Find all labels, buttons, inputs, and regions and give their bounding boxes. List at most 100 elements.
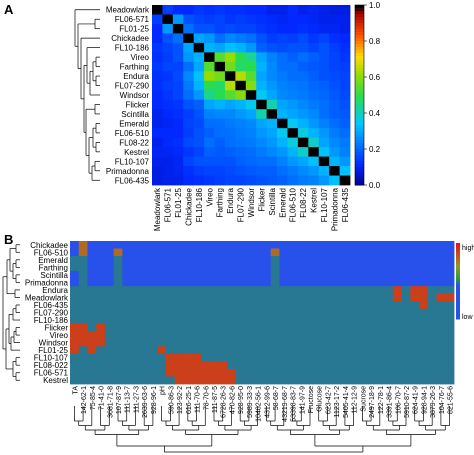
heatmap-b-cell	[235, 361, 245, 370]
heatmap-b-cell	[279, 263, 289, 272]
heatmap-b-cell	[392, 301, 403, 310]
heatmap-b-cell	[358, 368, 368, 377]
heatmap-b-cell	[192, 248, 202, 257]
heatmap-b-cell	[305, 286, 315, 295]
heatmap-b-cell	[200, 278, 211, 287]
heatmap-b-cell	[244, 278, 254, 287]
heatmap-b-cell	[410, 293, 420, 302]
heatmap-b-cell	[139, 361, 149, 370]
heatmap-b-cell	[279, 316, 289, 325]
heatmap-b-cell	[392, 368, 403, 377]
heatmap-b-cell	[331, 353, 341, 362]
heatmap-b-cell	[192, 241, 202, 249]
heatmap-b-cell	[392, 286, 403, 295]
heatmap-b-cell	[375, 241, 385, 249]
heatmap-b-cell	[323, 361, 333, 370]
col-label-b: TA	[72, 386, 79, 395]
heatmap-b-cell	[218, 301, 228, 310]
heatmap-b-cell	[139, 353, 149, 362]
heatmap-b-cell	[96, 263, 106, 272]
heatmap-a-cell	[266, 71, 278, 82]
heatmap-a-cell	[245, 147, 257, 157]
heatmap-b-cell	[166, 316, 176, 325]
heatmap-a-cell	[266, 61, 278, 72]
heatmap-b-cell	[174, 278, 184, 287]
heatmap-b-cell	[401, 241, 411, 249]
heatmap-b-cell	[340, 241, 350, 249]
heatmap-b-cell	[157, 241, 167, 249]
heatmap-b-cell	[166, 361, 176, 370]
heatmap-a-cell	[193, 52, 205, 63]
colorbar-b-step	[456, 303, 460, 307]
heatmap-b-cell	[253, 241, 263, 249]
heatmap-b-cell	[331, 346, 341, 355]
heatmap-a-cell	[214, 147, 226, 157]
heatmap-a-cell	[172, 42, 184, 53]
heatmap-a-cell	[152, 33, 163, 44]
heatmap-b-cell	[270, 376, 280, 385]
heatmap-b-cell	[279, 278, 289, 287]
heatmap-a-cell	[266, 23, 278, 34]
heatmap-b-cell	[227, 256, 237, 264]
heatmap-b-cell	[331, 338, 341, 347]
col-label-b: 111-70-6	[195, 386, 202, 413]
colorbar-b-step	[456, 315, 460, 318]
row-label-a: FL06-510	[115, 129, 150, 138]
heatmap-b-cell	[296, 308, 307, 317]
heatmap-b-cell	[148, 331, 158, 340]
col-label-b: 3879-26-3	[430, 386, 437, 418]
heatmap-b-cell	[296, 293, 307, 302]
heatmap-b-cell	[410, 376, 420, 385]
heatmap-a-cell	[214, 109, 226, 120]
heatmap-b-cell	[331, 271, 341, 280]
heatmap-b-cell	[375, 353, 385, 362]
colorbar-a-step	[355, 20, 364, 24]
heatmap-b-cell	[70, 263, 80, 272]
heatmap-b-cell	[78, 368, 88, 377]
heatmap-b-cell	[209, 368, 219, 377]
heatmap-a-cell	[256, 33, 268, 44]
heatmap-b-cell	[253, 278, 263, 287]
row-label-a: Primadonna	[106, 167, 150, 176]
heatmap-b-cell	[70, 256, 80, 264]
colorbar-a: 0.0 0.2 0.4 0.6 0.8 1.0	[354, 1, 381, 190]
heatmap-b-cell	[122, 361, 132, 370]
heatmap-b-cell	[427, 353, 437, 362]
heatmap-b-cell	[253, 368, 263, 377]
heatmap-a-cell	[339, 166, 351, 176]
heatmap-b-cell	[78, 256, 88, 264]
colorbar-b-step	[456, 271, 460, 274]
colorbar-a-step	[355, 56, 364, 60]
heatmap-a-cell	[193, 118, 205, 129]
heatmap-a-cell	[245, 52, 257, 63]
heatmap-a-cell	[172, 90, 184, 101]
heatmap-b-cell	[419, 241, 429, 249]
heatmap-b-cell	[340, 331, 350, 340]
heatmap-a-cell	[287, 42, 299, 53]
heatmap-b-cell	[104, 323, 115, 332]
colorbar-b-step	[456, 246, 460, 250]
heatmap-b-cell	[200, 256, 211, 264]
heatmap-a-cell	[235, 23, 247, 34]
heatmap-a-cell	[318, 128, 330, 139]
heatmap-a-cell	[193, 23, 205, 34]
heatmap-b-cell	[218, 271, 228, 280]
heatmap-b-cell	[384, 256, 394, 264]
heatmap-b-cell	[262, 271, 272, 280]
heatmap-b-cell	[253, 308, 263, 317]
heatmap-a-cell	[308, 175, 320, 186]
heatmap-b-cell	[166, 293, 176, 302]
row-label-b: FL01-25	[38, 346, 68, 355]
heatmap-a-cell	[235, 71, 247, 82]
row-label-a: Farthing	[120, 63, 149, 72]
heatmap-a-cell	[193, 61, 205, 72]
heatmap-b-cell	[235, 331, 245, 340]
heatmap-b-cell	[427, 241, 437, 249]
heatmap-a-cell	[235, 33, 247, 44]
colorbar-a-step	[355, 128, 364, 132]
heatmap-b-cell	[436, 301, 446, 310]
heatmap-b-cell	[375, 376, 385, 385]
heatmap-b-cell	[427, 248, 437, 257]
heatmap-b-cell	[262, 338, 272, 347]
